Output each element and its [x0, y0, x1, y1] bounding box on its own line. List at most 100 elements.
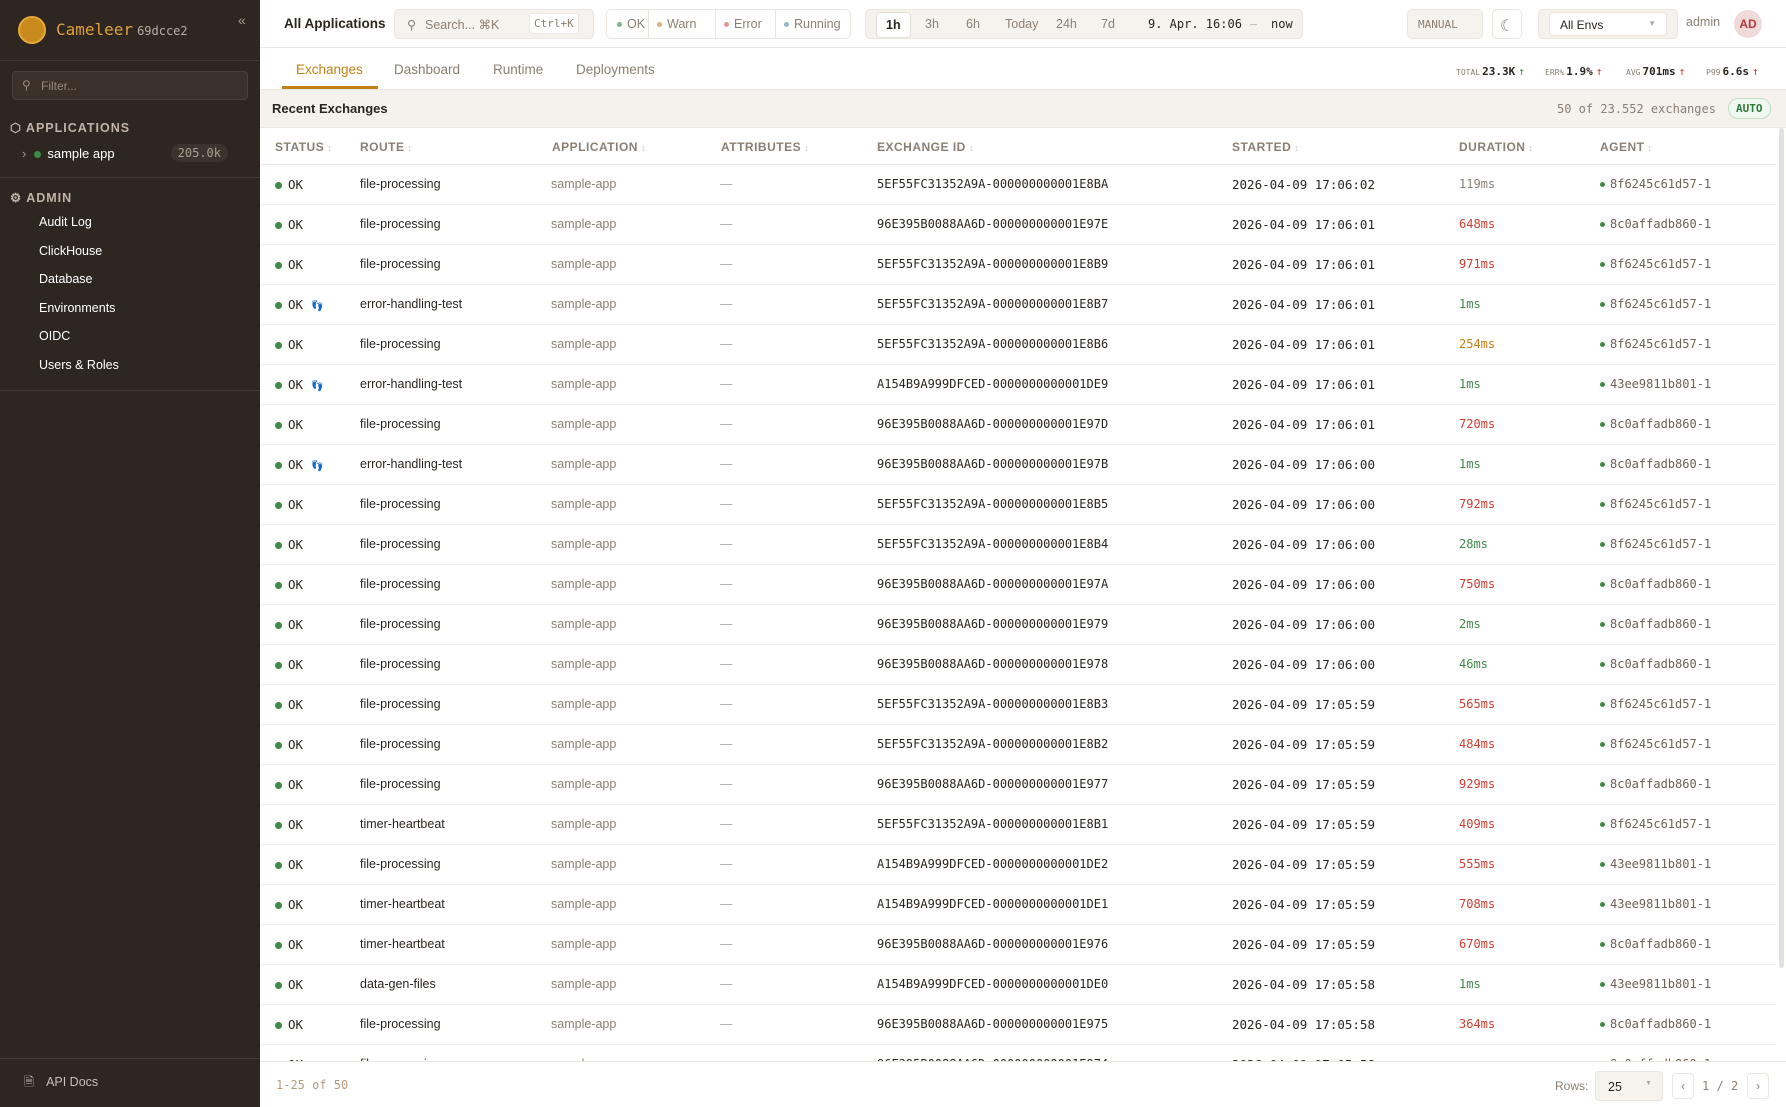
exchange-id-cell[interactable]: 96E395B0088AA6D-000000000001E975 — [877, 1017, 1109, 1031]
table-row[interactable]: OK file-processing sample-app — 5EF55FC31352… — [260, 685, 1776, 725]
agent-cell[interactable]: 43ee9811b801-1 — [1600, 897, 1711, 911]
auto-refresh-badge[interactable]: AUTO — [1728, 98, 1771, 119]
exchange-id-cell[interactable]: 5EF55FC31352A9A-000000000001E8BA — [877, 177, 1109, 191]
range-today[interactable]: Today — [1005, 17, 1039, 31]
agent-cell[interactable]: 8c0affadb860-1 — [1600, 777, 1711, 791]
exchange-id-cell[interactable]: 96E395B0088AA6D-000000000001E979 — [877, 617, 1109, 631]
column-header-attributes[interactable]: ATTRIBUTES ↕ — [721, 140, 809, 154]
table-row[interactable]: OK file-processing sample-app — 5EF55FC31352… — [260, 725, 1776, 765]
agent-cell[interactable]: 8c0affadb860-1 — [1600, 457, 1711, 471]
exchange-id-cell[interactable]: 96E395B0088AA6D-000000000001E978 — [877, 657, 1109, 671]
agent-cell[interactable]: 8c0affadb860-1 — [1600, 217, 1711, 231]
exchange-id-cell[interactable]: A154B9A999DFCED-0000000000001DE9 — [877, 377, 1109, 391]
exchange-id-cell[interactable]: A154B9A999DFCED-0000000000001DE2 — [877, 857, 1109, 871]
column-header-agent[interactable]: AGENT ↕ — [1600, 140, 1653, 154]
sidebar-item-clickhouse[interactable]: ClickHouse — [39, 244, 103, 258]
exchange-id-cell[interactable]: 5EF55FC31352A9A-000000000001E8B1 — [877, 817, 1109, 831]
range-1h[interactable]: 1h — [876, 12, 911, 38]
exchange-id-cell[interactable]: 5EF55FC31352A9A-000000000001E8B2 — [877, 737, 1109, 751]
table-row[interactable]: OK file-processing sample-app — 5EF55FC31352… — [260, 485, 1776, 525]
sort-icon[interactable]: ↕ — [327, 143, 333, 153]
sidebar-app-sample-app[interactable]: › sample app 205.0k — [22, 144, 228, 166]
search-input[interactable]: ⚲ Search... ⌘K Ctrl+K — [394, 9, 594, 39]
column-header-route[interactable]: ROUTE ↕ — [360, 140, 413, 154]
table-row[interactable]: OK file-processing sample-app — 96E395B0088A… — [260, 1005, 1776, 1045]
table-row[interactable]: OK 👣 error-handling-test sample-app — A154B9A… — [260, 365, 1776, 405]
agent-cell[interactable]: 8f6245c61d57-1 — [1600, 697, 1711, 711]
table-row[interactable]: OK data-gen-files sample-app — A154B9A999DFC… — [260, 965, 1776, 1005]
column-header-duration[interactable]: DURATION ↕ — [1459, 140, 1533, 154]
agent-cell[interactable]: 43ee9811b801-1 — [1600, 377, 1711, 391]
api-docs-link[interactable]: 🗎 API Docs — [24, 1073, 98, 1094]
exchange-id-cell[interactable]: 96E395B0088AA6D-000000000001E976 — [877, 937, 1109, 951]
agent-cell[interactable]: 8f6245c61d57-1 — [1600, 497, 1711, 511]
sort-icon[interactable]: ↕ — [1528, 143, 1534, 153]
agent-cell[interactable]: 8f6245c61d57-1 — [1600, 537, 1711, 551]
table-row[interactable]: OK timer-heartbeat sample-app — 5EF55FC31352… — [260, 805, 1776, 845]
sort-icon[interactable]: ↕ — [968, 143, 974, 153]
table-row[interactable]: OK 👣 error-handling-test sample-app — 96E395B… — [260, 445, 1776, 485]
chevron-right-icon[interactable]: › — [22, 146, 27, 161]
range-3h[interactable]: 3h — [925, 17, 939, 31]
agent-cell[interactable]: 8c0affadb860-1 — [1600, 617, 1711, 631]
agent-cell[interactable]: 43ee9811b801-1 — [1600, 977, 1711, 991]
tab-runtime[interactable]: Runtime — [493, 62, 544, 77]
sidebar-item-users-roles[interactable]: Users & Roles — [39, 358, 119, 372]
status-filter-error[interactable]: Error — [724, 17, 762, 31]
exchange-id-cell[interactable]: 5EF55FC31352A9A-000000000001E8B6 — [877, 337, 1109, 351]
table-row[interactable]: OK file-processing sample-app — 5EF55FC31352… — [260, 245, 1776, 285]
sidebar-item-audit-log[interactable]: Audit Log — [39, 215, 92, 229]
table-row[interactable]: OK file-processing sample-app — 96E395B0088A… — [260, 405, 1776, 445]
exchange-id-cell[interactable]: 96E395B0088AA6D-000000000001E97A — [877, 577, 1109, 591]
table-row[interactable]: OK file-processing sample-app — 5EF55FC31352… — [260, 525, 1776, 565]
status-filter-warn[interactable]: Warn — [657, 17, 696, 31]
status-filter-ok[interactable]: OK — [617, 17, 645, 31]
rows-per-page-select[interactable]: 25 ▼ — [1595, 1071, 1663, 1101]
table-row[interactable]: OK file-processing sample-app — 5EF55FC31352… — [260, 325, 1776, 365]
agent-cell[interactable]: 8f6245c61d57-1 — [1600, 337, 1711, 351]
prev-page-button[interactable]: ‹ — [1672, 1073, 1694, 1099]
exchange-id-cell[interactable]: 96E395B0088AA6D-000000000001E97B — [877, 457, 1109, 471]
scrollbar[interactable] — [1779, 128, 1784, 968]
table-row[interactable]: OK file-processing sample-app — 5EF55FC31352… — [260, 165, 1776, 205]
sort-icon[interactable]: ↕ — [407, 143, 413, 153]
theme-toggle-moon-icon[interactable]: ☾ — [1492, 9, 1522, 39]
exchange-id-cell[interactable]: 5EF55FC31352A9A-000000000001E8B3 — [877, 697, 1109, 711]
table-row[interactable]: OK 👣 error-handling-test sample-app — 5EF55FC… — [260, 285, 1776, 325]
agent-cell[interactable]: 8c0affadb860-1 — [1600, 937, 1711, 951]
status-filter-running[interactable]: Running — [784, 17, 841, 31]
range-24h[interactable]: 24h — [1056, 17, 1077, 31]
agent-cell[interactable]: 8c0affadb860-1 — [1600, 657, 1711, 671]
exchange-id-cell[interactable]: 96E395B0088AA6D-000000000001E974 — [877, 1057, 1108, 1061]
sort-icon[interactable]: ↕ — [640, 143, 646, 153]
table-row[interactable]: OK file-processing sample-app — A154B9A999DF… — [260, 845, 1776, 885]
column-header-application[interactable]: APPLICATION ↕ — [552, 140, 646, 154]
agent-cell[interactable]: 43ee9811b801-1 — [1600, 857, 1711, 871]
environment-select[interactable]: All Envs ▼ — [1538, 9, 1678, 39]
agent-cell[interactable]: 8f6245c61d57-1 — [1600, 177, 1711, 191]
tab-dashboard[interactable]: Dashboard — [394, 62, 461, 77]
exchange-id-cell[interactable]: 96E395B0088AA6D-000000000001E97E — [877, 217, 1109, 231]
sort-icon[interactable]: ↕ — [1647, 143, 1653, 153]
next-page-button[interactable]: › — [1747, 1073, 1769, 1099]
agent-cell[interactable]: 8f6245c61d57-1 — [1600, 297, 1711, 311]
agent-cell[interactable]: 8c0affadb860-1 — [1600, 417, 1711, 431]
exchange-id-cell[interactable]: A154B9A999DFCED-0000000000001DE1 — [877, 897, 1109, 911]
table-row[interactable]: OK timer-heartbeat sample-app — 96E395B0088A… — [260, 925, 1776, 965]
filter-input[interactable]: ⚲ Filter... — [12, 71, 248, 100]
tab-deployments[interactable]: Deployments — [576, 62, 655, 77]
agent-cell[interactable]: 8c0affadb860-1 — [1600, 1057, 1711, 1061]
table-row[interactable]: OK file-processing sample-app — 96E395B0088A… — [260, 565, 1776, 605]
sidebar-item-database[interactable]: Database — [39, 272, 93, 286]
exchange-id-cell[interactable]: 96E395B0088AA6D-000000000001E977 — [877, 777, 1109, 791]
column-header-started[interactable]: STARTED ↕ — [1232, 140, 1299, 154]
manual-refresh-button[interactable]: MANUAL — [1407, 9, 1483, 39]
exchange-id-cell[interactable]: 96E395B0088AA6D-000000000001E97D — [877, 417, 1109, 431]
table-row[interactable]: OK file-processing sample-app — 96E395B0088A… — [260, 205, 1776, 245]
table-row[interactable]: OK file-processing sample-app — 96E395B0088A… — [260, 645, 1776, 685]
table-row[interactable]: OK file-processing sample-app — 96E395B0088A… — [260, 1045, 1776, 1061]
agent-cell[interactable]: 8f6245c61d57-1 — [1600, 817, 1711, 831]
exchange-id-cell[interactable]: A154B9A999DFCED-0000000000001DE0 — [877, 977, 1109, 991]
table-row[interactable]: OK file-processing sample-app — 96E395B0088A… — [260, 765, 1776, 805]
sidebar-item-oidc[interactable]: OIDC — [39, 329, 71, 343]
